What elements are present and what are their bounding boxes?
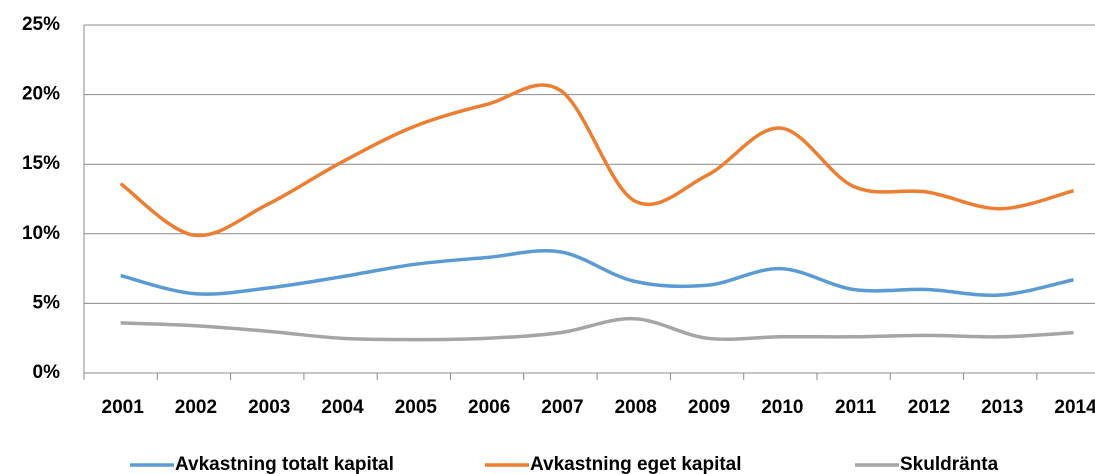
legend-label: Avkastning totalt kapital	[175, 454, 394, 474]
x-tick-label: 2006	[468, 397, 510, 418]
x-tick-label: 2011	[835, 397, 877, 418]
x-tick-label: 2002	[175, 397, 217, 418]
y-tick-label: 20%	[22, 84, 60, 105]
y-tick-label: 25%	[22, 14, 60, 35]
series-line	[120, 249, 1074, 298]
x-tick-label: 2014	[1054, 397, 1095, 418]
series-line	[119, 83, 1074, 238]
x-tick-label: 2001	[102, 397, 145, 418]
x-tick-label: 2005	[395, 397, 438, 418]
y-tick-label: 0%	[33, 362, 61, 383]
y-tick-label: 10%	[22, 223, 60, 244]
y-tick-label: 5%	[33, 292, 61, 313]
x-tick-label: 2004	[321, 397, 364, 418]
x-tick-label: 2009	[688, 397, 730, 418]
x-tick-label: 2013	[981, 397, 1023, 418]
series-line	[120, 316, 1074, 342]
x-tick-label: 2003	[248, 397, 290, 418]
x-tick-label: 2010	[761, 397, 803, 418]
x-tick-label: 2008	[615, 397, 657, 418]
legend-label: Avkastning eget kapital	[530, 454, 742, 474]
legend-label: Skuldränta	[900, 454, 999, 474]
y-tick-label: 15%	[22, 153, 60, 174]
x-tick-label: 2007	[541, 397, 583, 418]
x-tick-label: 2012	[908, 397, 950, 418]
